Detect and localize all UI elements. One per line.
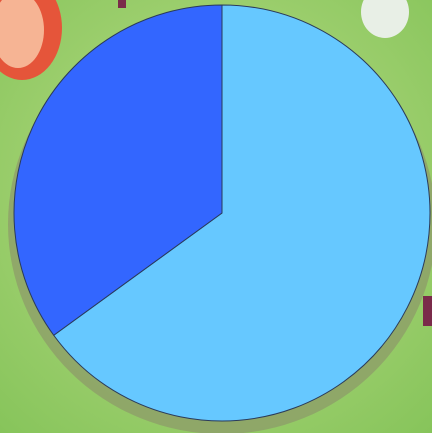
page: (() => { const data = JSON.parse(documen…	[0, 0, 432, 433]
decoration	[423, 296, 432, 326]
decoration	[118, 0, 126, 8]
pie	[14, 5, 430, 421]
chart	[0, 0, 432, 433]
